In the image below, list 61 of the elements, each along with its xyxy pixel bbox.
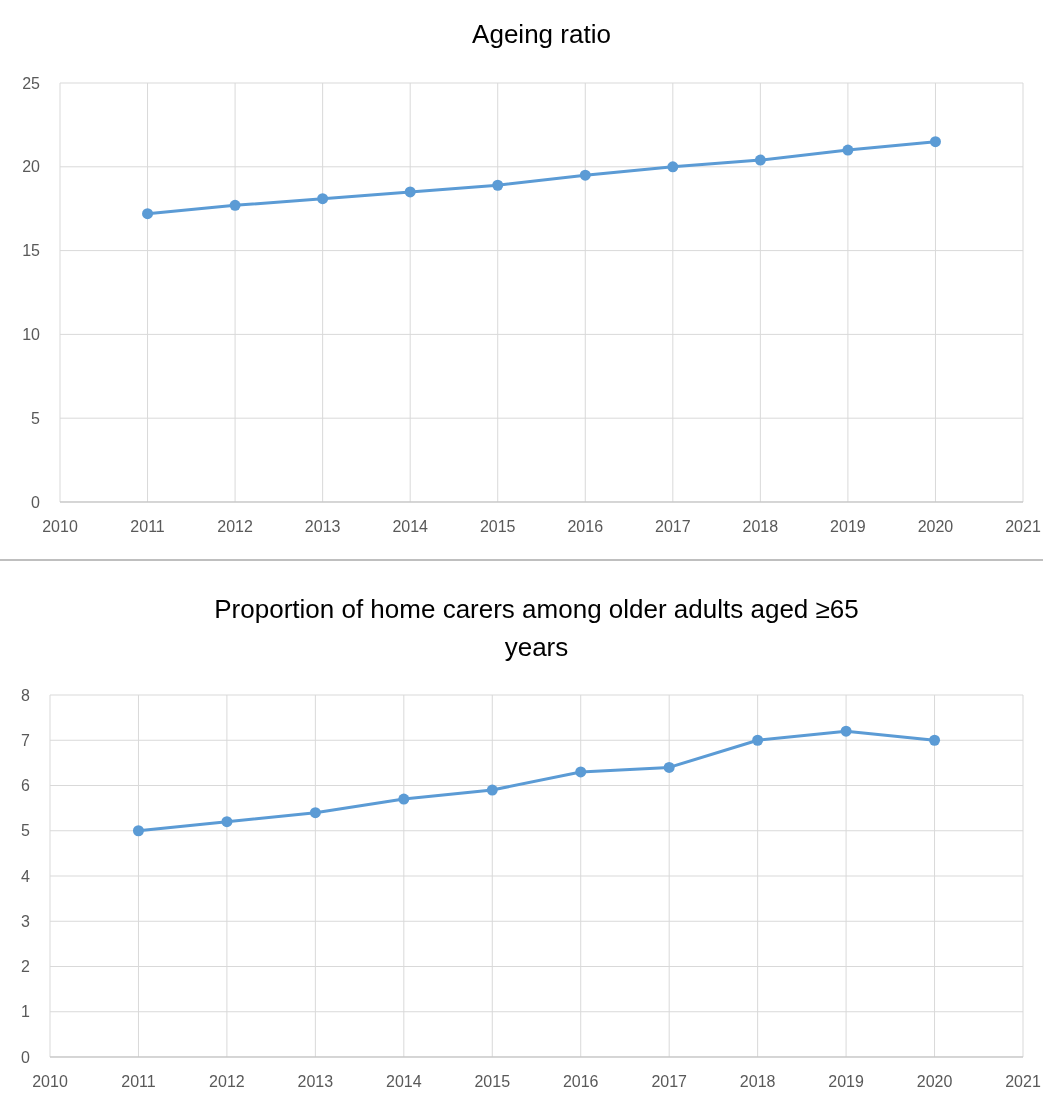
y-tick-label: 5 bbox=[21, 822, 31, 840]
x-tick-label: 2012 bbox=[209, 1073, 245, 1090]
point bbox=[667, 161, 679, 173]
x-tick-label: 2016 bbox=[567, 518, 604, 535]
y-tick-label: 5 bbox=[31, 409, 41, 427]
x-tick-label: 2016 bbox=[562, 1073, 599, 1090]
y-tick-label: 7 bbox=[21, 731, 31, 749]
x-tick-label: 2017 bbox=[655, 518, 691, 535]
x-tick-label: 2018 bbox=[739, 1073, 776, 1090]
x-tick-label: 2015 bbox=[479, 518, 516, 535]
x-tick-label: 2020 bbox=[916, 1073, 953, 1090]
y-tick-label: 6 bbox=[21, 777, 31, 795]
point bbox=[492, 179, 504, 191]
y-tick-label: 0 bbox=[21, 1048, 31, 1066]
point bbox=[752, 734, 764, 746]
point bbox=[309, 807, 321, 819]
x-tick-label: 2013 bbox=[304, 518, 341, 535]
x-tick-label: 2010 bbox=[32, 1073, 68, 1090]
y-tick-label: 0 bbox=[31, 493, 41, 511]
x-tick-label: 2011 bbox=[121, 1073, 156, 1090]
y-tick-label: 2 bbox=[21, 958, 31, 976]
x-tick-label: 2014 bbox=[386, 1073, 422, 1090]
y-tick-label: 4 bbox=[21, 867, 31, 885]
point bbox=[840, 725, 852, 737]
point bbox=[754, 154, 766, 166]
x-tick-label: 2019 bbox=[830, 518, 866, 535]
x-tick-label: 2018 bbox=[742, 518, 779, 535]
x-tick-label: 2012 bbox=[217, 518, 253, 535]
point bbox=[404, 186, 416, 198]
x-tick-label: 2015 bbox=[474, 1073, 511, 1090]
point bbox=[132, 825, 144, 837]
point bbox=[575, 766, 587, 778]
x-tick-label: 2017 bbox=[651, 1073, 688, 1090]
chart-title: Proportion of home carers among older adults aged ≥65 years bbox=[214, 594, 859, 662]
point bbox=[398, 793, 410, 805]
point bbox=[579, 169, 591, 181]
y-tick-label: 10 bbox=[22, 326, 41, 343]
x-tick-label: 2014 bbox=[392, 518, 429, 535]
point bbox=[929, 136, 941, 148]
y-tick-label: 1 bbox=[21, 1003, 31, 1021]
x-tick-label: 2020 bbox=[917, 518, 954, 535]
y-tick-label: 25 bbox=[22, 74, 41, 92]
x-tick-label: 2011 bbox=[130, 518, 165, 535]
y-tick-label: 15 bbox=[22, 242, 41, 260]
point bbox=[229, 199, 241, 211]
y-tick-label: 8 bbox=[21, 686, 31, 704]
x-tick-label: 2019 bbox=[828, 1073, 864, 1090]
y-tick-label: 20 bbox=[22, 158, 41, 176]
point bbox=[842, 144, 854, 156]
x-tick-label: 2010 bbox=[42, 518, 78, 535]
point bbox=[142, 208, 154, 220]
point bbox=[221, 816, 233, 828]
chart-title: Ageing ratio bbox=[472, 19, 611, 49]
point bbox=[317, 193, 329, 205]
y-tick-label: 3 bbox=[21, 912, 31, 930]
x-tick-label: 2021 bbox=[1005, 1073, 1041, 1090]
x-tick-label: 2021 bbox=[1005, 518, 1041, 535]
x-tick-label: 2013 bbox=[297, 1073, 334, 1090]
point bbox=[663, 761, 675, 773]
point bbox=[929, 734, 941, 746]
point bbox=[486, 784, 498, 796]
